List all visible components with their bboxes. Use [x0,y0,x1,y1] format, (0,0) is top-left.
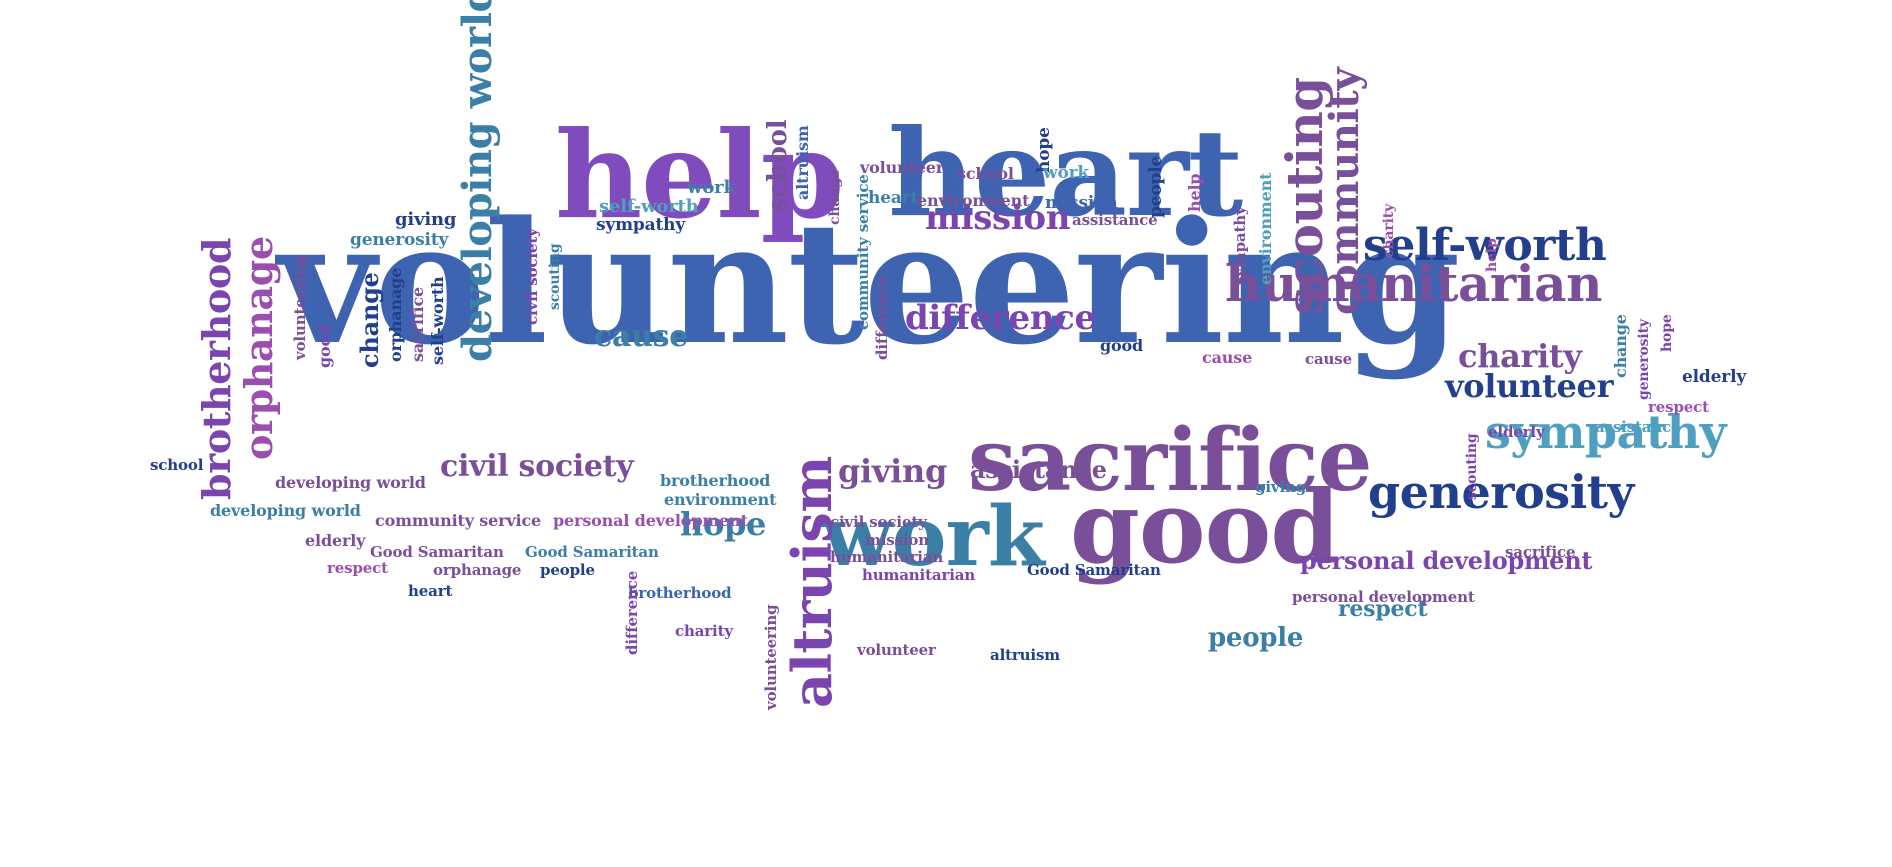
word-giving: giving [838,452,948,491]
word-community: community [1321,67,1368,315]
word-change: change [355,272,384,368]
word-altruism: altruism [780,456,844,708]
word-sacrifice: sacrifice [408,286,427,362]
word-good-samaritan: Good Samaritan [1027,561,1161,580]
word-volunteering: volunteering [762,604,780,710]
word-help: help [1185,173,1204,212]
word-personal-development: personal development [553,510,748,530]
word-change: change [1611,314,1630,378]
word-heart: heart [888,103,1243,245]
word-environment: environment [1256,172,1275,285]
word-orphanage: orphanage [236,236,281,460]
word-civil-society: civil society [830,513,927,532]
word-assistance: assistance [970,455,1107,485]
word-environment: environment [664,489,777,509]
word-generosity: generosity [1636,319,1652,400]
word-school: school [763,119,793,212]
word-mission: mission [865,531,930,550]
word-personal-development: personal development [1300,546,1593,576]
word-sacrifice: sacrifice [1505,543,1576,562]
word-sympathy: sympathy [596,214,686,235]
word-self-worth: self-worth [599,195,699,217]
word-volunteer: volunteer [860,157,945,177]
word-community-service: community service [375,510,542,530]
word-elderly: elderly [305,530,366,550]
word-people: people [1208,622,1304,653]
word-good-samaritan: Good Samaritan [370,543,504,562]
word-work: work [1043,162,1090,183]
word-good: good [1070,468,1340,586]
word-heart: heart [868,187,919,208]
word-difference: difference [873,275,891,360]
word-scouting: scouting [1464,433,1480,500]
word-orphanage: orphanage [386,267,405,362]
word-sympathy: sympathy [1485,405,1727,460]
word-personal-development: personal development [1292,588,1475,607]
word-people: people [540,561,595,580]
word-elderly: elderly [1682,366,1747,387]
word-generosity: generosity [1368,465,1634,520]
word-brotherhood: brotherhood [628,584,732,603]
word-volunteering: volunteering [291,254,309,360]
word-humanitarian: humanitarian [862,566,976,585]
word-developing-world: developing world [275,472,426,492]
word-developing-world: developing world [454,0,501,362]
word-charity: charity [675,622,733,641]
word-respect: respect [1338,595,1428,622]
word-giving: giving [395,208,457,230]
word-people: people [1146,155,1166,218]
word-good: good [315,324,334,368]
word-volunteer: volunteer [857,641,936,660]
word-humanitarian: humanitarian [830,548,944,567]
word-orphanage: orphanage [433,561,522,580]
word-work: work [687,176,736,198]
word-mission: mission [1045,192,1118,213]
word-civil-society: civil society [523,228,541,325]
word-charity: charity [1381,203,1397,258]
word-developing-world: developing world [210,500,361,520]
word-mission: mission [925,198,1071,239]
word-hope: hope [1659,314,1675,352]
word-brotherhood: brotherhood [660,470,771,490]
word-volunteering: volunteering [278,183,1461,382]
word-generosity: generosity [350,229,449,250]
word-brotherhood: brotherhood [194,237,239,500]
word-scouting: scouting [547,243,563,310]
word-community-service: community service [854,174,872,330]
word-assistance: assistance [1072,211,1158,230]
word-work: work [822,489,1045,586]
word-respect: respect [327,559,388,578]
word-assistance: assistance [1595,418,1681,437]
word-help: help [1484,238,1500,272]
word-elderly: elderly [1488,423,1545,442]
word-humanitarian: humanitarian [1225,254,1602,313]
word-hope: hope [680,505,767,544]
word-difference: difference [905,298,1096,339]
word-altruism: altruism [793,125,812,200]
word-change: change [827,169,843,225]
word-civil-society: civil society [440,448,634,484]
word-respect: respect [1648,398,1709,417]
word-cause: cause [594,318,688,354]
word-difference: difference [623,570,641,655]
word-school: school [150,456,204,475]
word-heart: heart [408,582,453,601]
word-charity: charity [1458,337,1582,376]
word-help: help [555,105,844,247]
word-good-samaritan: Good Samaritan [525,543,659,562]
word-cause: cause [1202,347,1253,367]
word-volunteer: volunteer [1445,367,1614,406]
word-altruism: altruism [990,646,1060,665]
word-environment: environment [917,190,1030,210]
word-giving: giving [1255,478,1307,497]
word-school: school [957,163,1014,183]
word-sympathy: sympathy [1231,206,1249,285]
word-sacrifice: sacrifice [968,409,1372,511]
word-cause: cause [1305,350,1352,369]
word-self-worth: self-worth [428,276,447,365]
word-self-worth: self-worth [1363,219,1607,271]
word-good: good [1100,335,1144,355]
